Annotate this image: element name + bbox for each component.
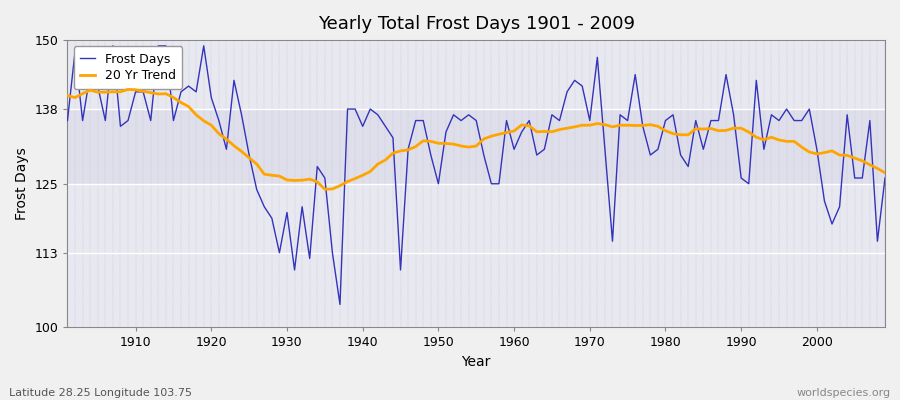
Title: Yearly Total Frost Days 1901 - 2009: Yearly Total Frost Days 1901 - 2009 bbox=[318, 15, 634, 33]
Legend: Frost Days, 20 Yr Trend: Frost Days, 20 Yr Trend bbox=[74, 46, 182, 89]
Frost Days bbox=[615, 112, 626, 117]
Bar bbox=[68, 109, 885, 184]
Text: Latitude 28.25 Longitude 103.75: Latitude 28.25 Longitude 103.75 bbox=[9, 388, 192, 398]
Frost Days bbox=[107, 44, 118, 48]
Frost Days bbox=[350, 107, 361, 112]
20 Yr Trend bbox=[524, 123, 535, 128]
20 Yr Trend bbox=[879, 170, 890, 175]
Frost Days bbox=[130, 90, 141, 94]
20 Yr Trend bbox=[615, 123, 626, 128]
Line: 20 Yr Trend: 20 Yr Trend bbox=[68, 90, 885, 189]
Frost Days bbox=[524, 118, 535, 123]
Frost Days bbox=[879, 176, 890, 180]
Frost Days bbox=[335, 302, 346, 307]
20 Yr Trend bbox=[122, 87, 133, 92]
20 Yr Trend bbox=[350, 176, 361, 181]
20 Yr Trend bbox=[297, 178, 308, 183]
20 Yr Trend bbox=[320, 187, 330, 192]
20 Yr Trend bbox=[130, 88, 141, 92]
20 Yr Trend bbox=[517, 122, 527, 127]
Y-axis label: Frost Days: Frost Days bbox=[15, 147, 29, 220]
X-axis label: Year: Year bbox=[462, 355, 490, 369]
Line: Frost Days: Frost Days bbox=[68, 46, 885, 304]
Frost Days bbox=[517, 130, 527, 134]
Text: worldspecies.org: worldspecies.org bbox=[796, 388, 891, 398]
Frost Days bbox=[62, 118, 73, 123]
20 Yr Trend bbox=[62, 93, 73, 98]
Frost Days bbox=[297, 204, 308, 209]
